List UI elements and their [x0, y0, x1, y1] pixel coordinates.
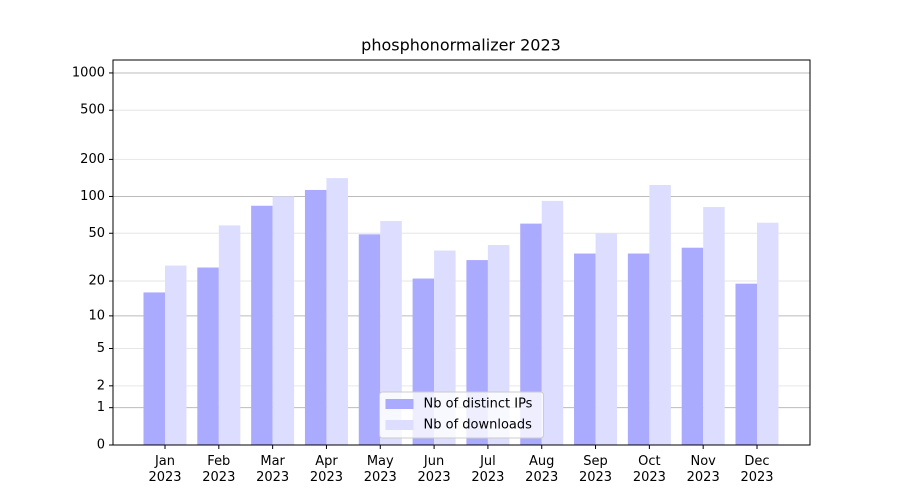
x-tick-label-line: Nov — [690, 454, 716, 469]
x-tick-label-line: 2023 — [202, 470, 235, 485]
x-tick-label-line: 2023 — [687, 470, 720, 485]
legend-label: Nb of distinct IPs — [424, 397, 533, 412]
y-tick-label: 5 — [97, 341, 105, 356]
bar — [218, 225, 241, 445]
x-tick-label-line: 2023 — [256, 470, 289, 485]
x-tick-label-line: Mar — [260, 454, 285, 469]
x-tick-label-line: Jun — [423, 454, 444, 469]
x-tick-label-line: Oct — [638, 454, 660, 469]
x-tick-label: Aug 2023 — [525, 454, 558, 485]
x-tick-label-line: Apr — [315, 454, 338, 469]
x-tick-label: Nov 2023 — [687, 454, 720, 485]
x-tick-label: Apr 2023 — [310, 454, 343, 485]
legend-label: Nb of downloads — [424, 418, 533, 433]
bar — [304, 189, 327, 445]
y-tick-label: 10 — [88, 308, 105, 323]
x-tick-label-line: May — [367, 454, 394, 469]
x-tick-label-line: Aug — [529, 454, 554, 469]
x-tick-label-line: Feb — [207, 454, 230, 469]
bar — [595, 233, 618, 445]
x-tick-label-line: 2023 — [579, 470, 612, 485]
x-tick-label-line: Sep — [583, 454, 608, 469]
x-tick-label-line: 2023 — [633, 470, 666, 485]
bar — [358, 234, 381, 445]
bar — [627, 253, 650, 445]
x-tick-label-line: 2023 — [525, 470, 558, 485]
bar — [251, 205, 273, 445]
bar — [272, 196, 295, 445]
x-tick-label-line: Jan — [154, 454, 175, 469]
y-tick-label: 20 — [88, 274, 105, 289]
bar — [143, 292, 165, 445]
x-tick-label: Jan 2023 — [148, 454, 181, 485]
x-tick-label-line: 2023 — [364, 470, 397, 485]
bar — [197, 267, 219, 445]
legend-box — [379, 391, 544, 439]
bar — [520, 223, 542, 445]
x-tick-label-line: 2023 — [310, 470, 343, 485]
y-tick-label: 50 — [88, 226, 105, 241]
legend-swatch — [385, 399, 414, 409]
x-tick-label: Jun 2023 — [418, 454, 451, 485]
y-tick-label: 100 — [80, 189, 105, 204]
bar — [165, 265, 187, 445]
bar — [649, 184, 671, 445]
legend-swatch — [385, 420, 414, 430]
y-tick-label: 1000 — [72, 65, 105, 80]
x-tick-label-line: 2023 — [418, 470, 451, 485]
bar — [541, 200, 564, 445]
bar — [735, 283, 757, 445]
bar — [757, 222, 779, 445]
x-tick-label: Jul 2023 — [471, 454, 504, 485]
bar — [380, 221, 402, 445]
x-tick-label-line: 2023 — [740, 470, 773, 485]
x-tick-label: Dec 2023 — [740, 454, 773, 485]
x-tick-label: Oct 2023 — [633, 454, 666, 485]
x-tick-label-line: 2023 — [148, 470, 181, 485]
x-tick-label-line: 2023 — [471, 470, 504, 485]
x-tick-label: Feb 2023 — [202, 454, 235, 485]
plot-frame — [112, 59, 811, 446]
bar — [326, 178, 348, 445]
chart-title: phosphonormalizer 2023 — [361, 36, 561, 55]
y-tick-label: 2 — [97, 378, 105, 393]
y-tick-label: 500 — [80, 103, 105, 118]
y-tick-label: 0 — [97, 438, 105, 453]
x-tick-label: Mar 2023 — [256, 454, 289, 485]
y-tick-label: 200 — [80, 152, 105, 167]
bar — [703, 207, 725, 445]
x-tick-label-line: Jul — [479, 454, 496, 469]
x-tick-label: Sep 2023 — [579, 454, 612, 485]
bar — [574, 253, 596, 445]
y-tick-label: 1 — [97, 400, 105, 415]
x-tick-label-line: Dec — [744, 454, 769, 469]
bar — [681, 247, 704, 445]
x-tick-label: May 2023 — [364, 454, 397, 485]
